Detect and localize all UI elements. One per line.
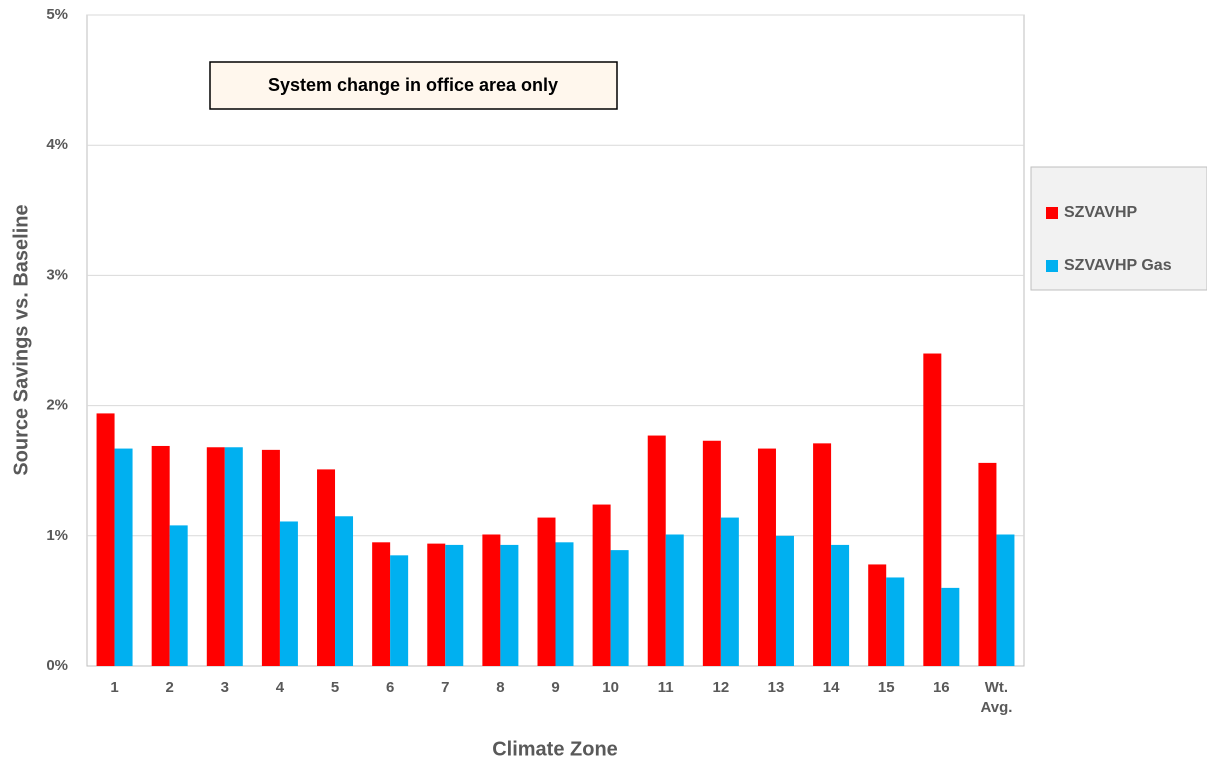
- x-tick-label: 15: [877, 679, 895, 696]
- x-tick-label: 2: [165, 679, 174, 696]
- x-axis-label: Climate Zone: [492, 738, 618, 760]
- bar: [261, 449, 280, 666]
- bar: [427, 543, 446, 666]
- bar: [720, 517, 739, 666]
- x-tick-label: Wt. Avg.: [980, 679, 1013, 716]
- legend-box: [1030, 166, 1207, 291]
- y-tick-label: 1%: [46, 527, 68, 544]
- x-tick-label: 1: [110, 679, 119, 696]
- bar: [610, 550, 629, 666]
- bar: [647, 435, 666, 666]
- x-tick-label: 13: [767, 679, 785, 696]
- bar: [978, 462, 997, 666]
- legend-swatch: [1046, 260, 1058, 272]
- bar: [537, 517, 556, 666]
- x-tick-label: 7: [441, 679, 450, 696]
- bar: [941, 587, 960, 666]
- x-tick-label: 11: [657, 679, 674, 696]
- bar: [390, 555, 409, 666]
- bar: [813, 443, 832, 666]
- x-tick-label: 16: [932, 679, 950, 696]
- bar: [555, 542, 574, 666]
- annotation-box: [209, 61, 618, 110]
- x-tick-label: 12: [712, 679, 730, 696]
- x-tick-label: 6: [385, 679, 395, 696]
- annotation: System change in office area only: [268, 75, 558, 95]
- bar: [317, 469, 336, 666]
- x-tick-label: 8: [496, 679, 505, 696]
- x-tick-label: 9: [551, 679, 560, 696]
- legend-label: SZVAVHP: [1064, 204, 1138, 221]
- bar: [923, 353, 942, 666]
- bar: [169, 525, 188, 666]
- bar: [482, 534, 501, 666]
- bar: [702, 440, 721, 666]
- bar: [114, 448, 133, 666]
- bar: [224, 447, 243, 666]
- bar: [665, 534, 684, 666]
- bar: [206, 447, 225, 666]
- bar: [445, 544, 464, 666]
- x-tick-label: 5: [330, 679, 340, 696]
- bar: [886, 577, 905, 666]
- legend-swatch: [1046, 207, 1058, 219]
- bar: [335, 516, 354, 666]
- x-tick-label: 3: [220, 679, 229, 696]
- y-tick-label: 3%: [46, 266, 68, 283]
- y-tick-label: 4%: [46, 136, 68, 153]
- bar: [757, 448, 776, 666]
- bar: [96, 413, 115, 666]
- bar: [592, 504, 611, 666]
- y-tick-label: 2%: [46, 397, 68, 414]
- bar: [279, 521, 298, 666]
- y-axis-label: Source Savings vs. Baseline: [10, 204, 32, 475]
- legend-label: SZVAVHP Gas: [1064, 257, 1172, 274]
- bar: [372, 542, 391, 666]
- bar: [868, 564, 887, 666]
- x-tick-label: 10: [602, 679, 619, 696]
- x-tick-label: 4: [275, 679, 285, 696]
- y-tick-label: 5%: [46, 6, 68, 23]
- bar: [996, 534, 1015, 666]
- bar: [831, 544, 850, 666]
- bar: [500, 544, 519, 666]
- y-tick-label: 0%: [46, 657, 68, 674]
- bar: [151, 445, 170, 666]
- bar: [775, 535, 794, 666]
- x-tick-label: 14: [822, 679, 840, 696]
